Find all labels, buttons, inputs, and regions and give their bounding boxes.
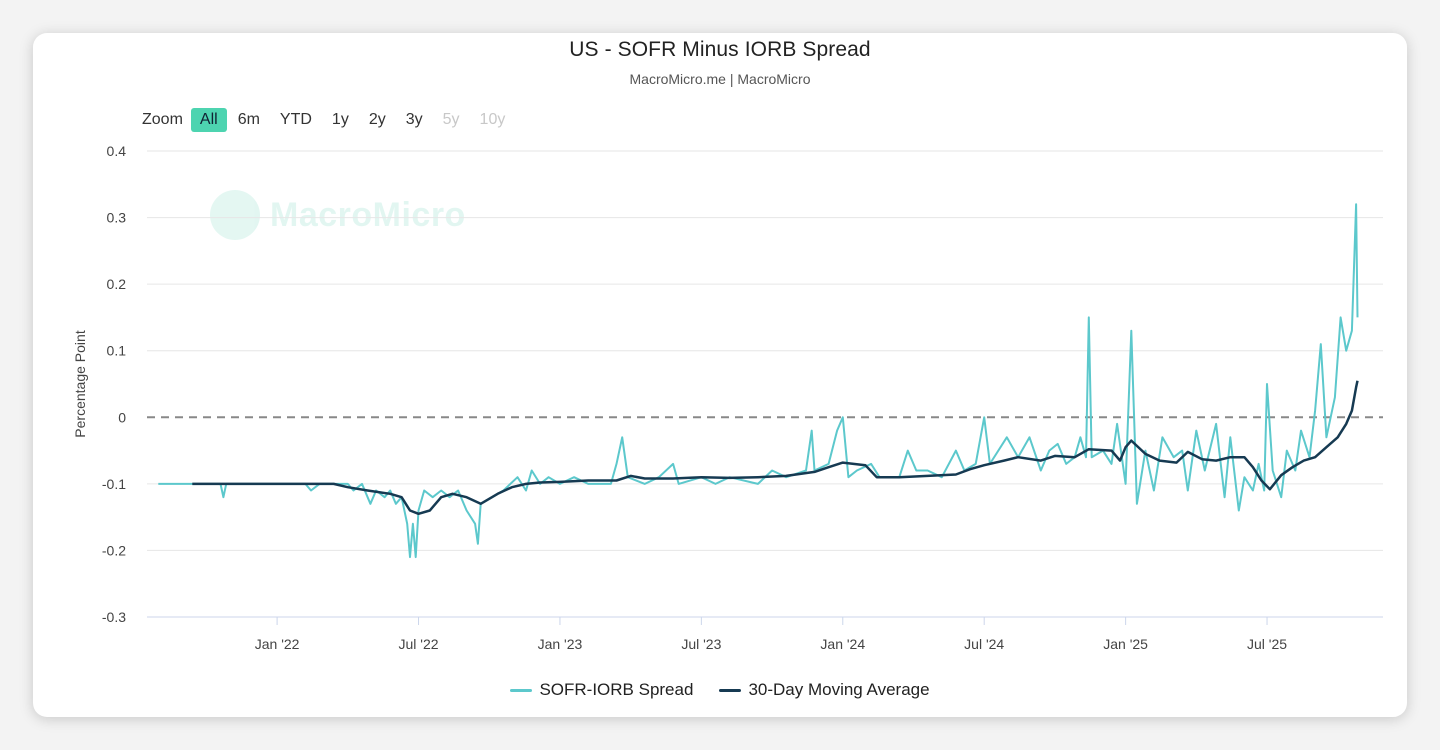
chart-card bbox=[33, 33, 1407, 717]
x-tick-label: Jan '23 bbox=[538, 636, 583, 652]
y-axis: 0.4 0.3 0.2 0.1 0 -0.1 -0.2 -0.3 bbox=[102, 143, 126, 625]
y-tick-label: -0.1 bbox=[102, 476, 126, 492]
grid-lines bbox=[147, 150, 1383, 618]
y-tick-label: -0.3 bbox=[102, 609, 126, 625]
legend: SOFR-IORB Spread 30-Day Moving Average bbox=[0, 680, 1440, 700]
legend-label-spread: SOFR-IORB Spread bbox=[539, 680, 694, 699]
x-axis: Jan '22 Jul '22 Jan '23 Jul '23 Jan '24 Jul '… bbox=[147, 616, 1383, 652]
zoom-ytd-button[interactable]: YTD bbox=[279, 111, 312, 128]
x-tick-label: Jul '22 bbox=[399, 636, 439, 652]
x-tick-label: Jul '23 bbox=[681, 636, 721, 652]
x-tick-label: Jul '24 bbox=[964, 636, 1004, 652]
zoom-all-button[interactable]: All bbox=[190, 108, 227, 132]
zoom-1y-button[interactable]: 1y bbox=[331, 111, 349, 128]
legend-item-spread[interactable]: SOFR-IORB Spread bbox=[510, 680, 693, 700]
y-tick-label: 0 bbox=[118, 409, 126, 425]
series-group bbox=[158, 203, 1359, 559]
zoom-10y-button: 10y bbox=[479, 111, 506, 128]
watermark-text: MacroMicro bbox=[270, 195, 466, 234]
legend-item-moving-average[interactable]: 30-Day Moving Average bbox=[719, 680, 930, 700]
legend-label-moving-average: 30-Day Moving Average bbox=[748, 680, 930, 699]
zoom-bar: Zoom All 6m YTD 1y 2y 3y 5y 10y bbox=[140, 106, 516, 134]
y-axis-label: Percentage Point bbox=[72, 330, 88, 438]
legend-swatch-spread bbox=[510, 688, 533, 692]
legend-swatch-moving-average bbox=[719, 688, 742, 692]
zoom-2y-button[interactable]: 2y bbox=[368, 111, 386, 128]
y-tick-label: 0.1 bbox=[107, 343, 127, 359]
zoom-label: Zoom bbox=[142, 111, 183, 128]
zoom-3y-button[interactable]: 3y bbox=[405, 111, 423, 128]
chart-title: US - SOFR Minus IORB Spread bbox=[569, 38, 871, 61]
x-tick-label: Jul '25 bbox=[1247, 636, 1287, 652]
x-tick-label: Jan '24 bbox=[820, 636, 865, 652]
y-tick-label: 0.2 bbox=[107, 276, 127, 292]
series-line-spread[interactable] bbox=[158, 203, 1359, 559]
y-tick-label: 0.4 bbox=[107, 143, 127, 159]
series-line-moving-average[interactable] bbox=[192, 380, 1359, 516]
x-tick-label: Jan '25 bbox=[1103, 636, 1148, 652]
watermark: MacroMicro bbox=[210, 190, 466, 240]
macromicro-logo-icon bbox=[210, 190, 260, 240]
chart-subtitle: MacroMicro.me | MacroMicro bbox=[629, 71, 811, 87]
y-tick-label: -0.2 bbox=[102, 542, 126, 558]
zoom-6m-button[interactable]: 6m bbox=[237, 111, 260, 128]
y-tick-label: 0.3 bbox=[107, 210, 127, 226]
zoom-5y-button: 5y bbox=[442, 111, 460, 128]
x-tick-label: Jan '22 bbox=[255, 636, 300, 652]
